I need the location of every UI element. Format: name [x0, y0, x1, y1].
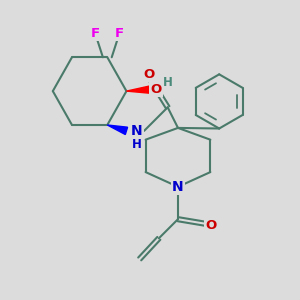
Polygon shape — [107, 125, 128, 134]
Text: F: F — [115, 27, 124, 40]
Text: O: O — [150, 83, 161, 96]
Text: F: F — [90, 27, 100, 40]
Text: O: O — [205, 219, 217, 232]
Polygon shape — [126, 86, 149, 93]
Text: H: H — [132, 138, 142, 151]
Text: N: N — [131, 124, 142, 138]
Text: H: H — [163, 76, 172, 89]
Text: O: O — [143, 68, 155, 81]
Text: N: N — [172, 180, 184, 194]
